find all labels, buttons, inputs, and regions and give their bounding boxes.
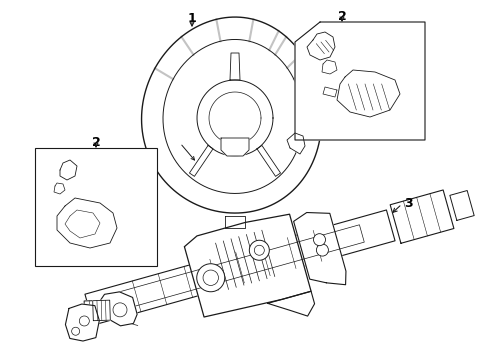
Circle shape	[317, 244, 328, 256]
Text: 1: 1	[188, 12, 196, 25]
Polygon shape	[257, 145, 281, 176]
Circle shape	[249, 240, 270, 260]
Polygon shape	[197, 80, 273, 156]
Text: 3: 3	[404, 197, 412, 210]
Polygon shape	[322, 60, 337, 74]
Polygon shape	[450, 190, 474, 220]
Polygon shape	[287, 133, 305, 154]
Polygon shape	[190, 145, 213, 176]
Polygon shape	[294, 212, 346, 285]
Circle shape	[197, 264, 225, 292]
Polygon shape	[221, 138, 249, 156]
Polygon shape	[323, 87, 337, 97]
Text: 2: 2	[92, 136, 100, 149]
Polygon shape	[97, 292, 137, 326]
Polygon shape	[60, 160, 77, 180]
Polygon shape	[85, 210, 395, 325]
Polygon shape	[84, 300, 115, 321]
Polygon shape	[66, 304, 99, 341]
Polygon shape	[54, 183, 65, 194]
Polygon shape	[57, 198, 117, 248]
Polygon shape	[268, 291, 315, 316]
Polygon shape	[142, 17, 321, 213]
Polygon shape	[295, 22, 425, 140]
Circle shape	[314, 234, 325, 246]
Polygon shape	[93, 300, 110, 321]
Bar	[35, 148, 157, 266]
Polygon shape	[390, 190, 454, 243]
Polygon shape	[184, 214, 311, 317]
Polygon shape	[230, 53, 240, 80]
Text: 2: 2	[338, 10, 346, 23]
Polygon shape	[225, 216, 245, 228]
Polygon shape	[337, 70, 400, 117]
Polygon shape	[307, 32, 335, 60]
